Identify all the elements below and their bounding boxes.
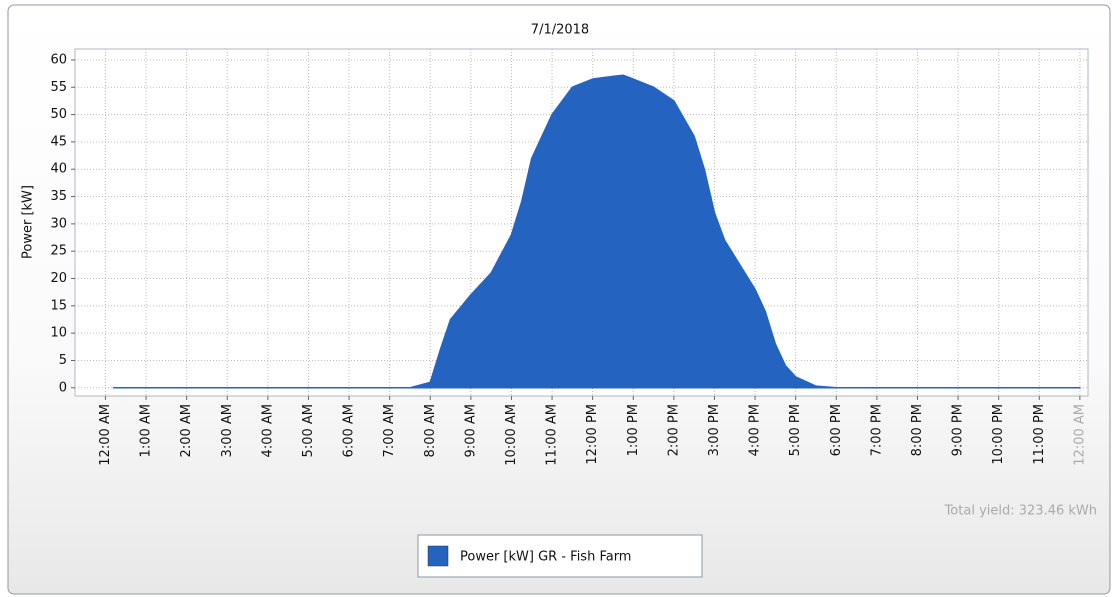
y-tick-label: 30 xyxy=(50,216,67,231)
x-tick-label: 10:00 AM xyxy=(504,404,519,466)
x-tick-label: 11:00 PM xyxy=(1032,404,1047,465)
x-tick-label: 7:00 PM xyxy=(869,404,884,456)
y-tick-label: 20 xyxy=(50,271,67,286)
x-tick-label: 3:00 PM xyxy=(707,404,722,456)
x-tick-label: 2:00 AM xyxy=(179,404,194,457)
x-tick-label: 9:00 AM xyxy=(463,404,478,457)
y-tick-label: 5 xyxy=(59,353,67,368)
chart-title: 7/1/2018 xyxy=(531,23,589,38)
x-tick-label: 5:00 PM xyxy=(788,404,803,456)
y-tick-label: 10 xyxy=(50,326,67,341)
legend-label: Power [kW] GR - Fish Farm xyxy=(460,550,631,565)
x-tick-label: 1:00 PM xyxy=(626,404,641,456)
total-yield: Total yield: 323.46 kWh xyxy=(944,504,1097,519)
y-axis-label: Power [kW] xyxy=(21,185,36,259)
legend-swatch xyxy=(427,545,449,567)
x-tick-label: 8:00 PM xyxy=(910,404,925,456)
x-tick-label: 3:00 AM xyxy=(220,404,235,457)
y-tick-label: 50 xyxy=(50,107,67,122)
y-tick-label: 40 xyxy=(50,162,67,177)
x-tick-label: 1:00 AM xyxy=(139,404,154,457)
x-tick-label: 12:00 PM xyxy=(585,404,600,465)
x-tick-label: 8:00 AM xyxy=(423,404,438,457)
x-tick-label: 11:00 AM xyxy=(545,404,560,466)
x-tick-label: 4:00 PM xyxy=(748,404,763,456)
x-tick-label: 12:00 AM xyxy=(98,404,113,466)
legend xyxy=(417,534,703,578)
x-tick-label: 6:00 PM xyxy=(829,404,844,456)
x-tick-label: 5:00 AM xyxy=(301,404,316,457)
x-tick-label: 7:00 AM xyxy=(382,404,397,457)
y-tick-label: 60 xyxy=(50,52,67,67)
x-tick-label: 9:00 PM xyxy=(951,404,966,456)
x-tick-label: 4:00 AM xyxy=(260,404,275,457)
y-tick-label: 0 xyxy=(59,380,67,395)
y-tick-label: 55 xyxy=(50,80,67,95)
y-tick-label: 25 xyxy=(50,244,67,259)
x-tick-label: 6:00 AM xyxy=(342,404,357,457)
y-tick-label: 45 xyxy=(50,134,67,149)
x-tick-label: 12:00 AM xyxy=(1072,404,1087,466)
x-tick-label: 10:00 PM xyxy=(991,404,1006,465)
y-tick-label: 15 xyxy=(50,298,67,313)
x-tick-label: 2:00 PM xyxy=(666,404,681,456)
y-tick-label: 35 xyxy=(50,189,67,204)
area xyxy=(112,74,1081,389)
